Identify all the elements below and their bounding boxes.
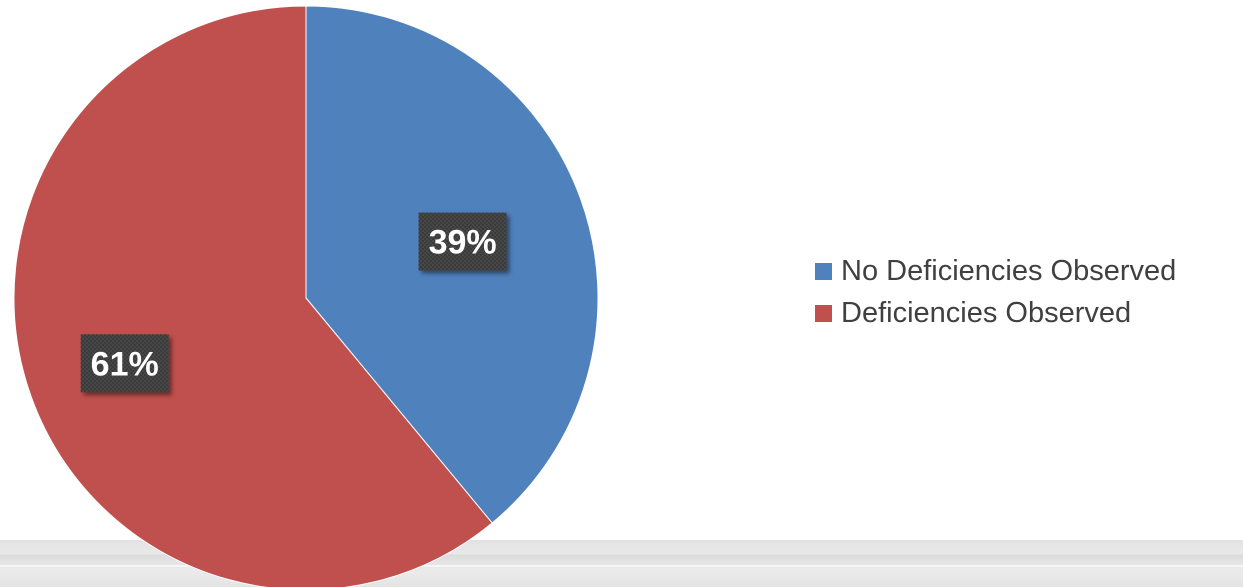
data-label-no-deficiencies-observed: 39%	[418, 212, 507, 271]
legend-swatch-no-deficiencies	[815, 262, 832, 280]
legend-item-no-deficiencies: No Deficiencies Observed	[815, 250, 1235, 292]
legend: No Deficiencies Observed Deficiencies Ob…	[815, 250, 1235, 334]
floor-line	[0, 565, 1243, 567]
legend-label-no-deficiencies: No Deficiencies Observed	[841, 254, 1177, 287]
legend-item-deficiencies: Deficiencies Observed	[815, 292, 1235, 334]
data-label-box	[80, 334, 169, 393]
pie-slices	[13, 5, 599, 587]
data-label-deficiencies-observed: 61%	[80, 334, 169, 393]
pie-data-labels: 39% 61%	[80, 212, 507, 393]
legend-swatch-deficiencies	[815, 304, 832, 322]
legend-label-deficiencies: Deficiencies Observed	[841, 296, 1132, 329]
pie-slice-deficiencies-observed	[13, 5, 493, 587]
data-label-box	[418, 212, 507, 271]
data-label-text: 39%	[429, 224, 497, 262]
data-label-text: 61%	[91, 345, 159, 383]
